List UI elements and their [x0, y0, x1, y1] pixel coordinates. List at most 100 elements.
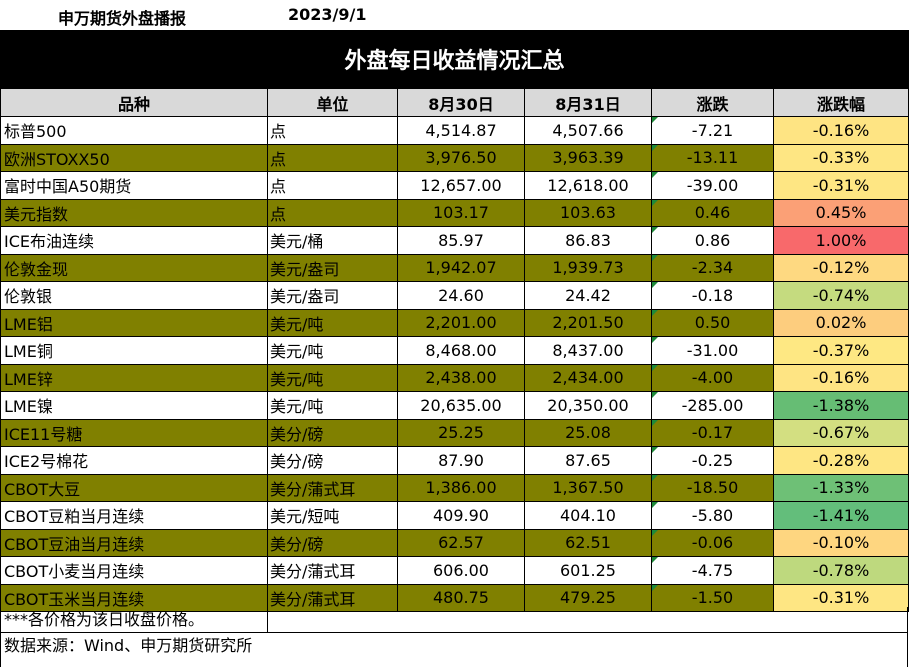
cell-aug31[interactable]: 601.25 — [524, 556, 652, 585]
cell-aug31[interactable]: 1,367.50 — [524, 473, 652, 502]
cell-product[interactable]: CBOT大豆 — [0, 473, 268, 502]
cell-product[interactable]: 伦敦金现 — [0, 253, 268, 282]
cell-product[interactable]: LME锌 — [0, 363, 268, 392]
cell-change-pct[interactable]: -0.31% — [773, 171, 909, 200]
cell-aug30[interactable]: 4,514.87 — [397, 116, 525, 145]
cell-aug30[interactable]: 480.75 — [397, 583, 525, 612]
cell-change-pct[interactable]: -0.74% — [773, 281, 909, 310]
cell-aug30[interactable]: 87.90 — [397, 446, 525, 475]
cell-change-pct[interactable]: 1.00% — [773, 226, 909, 255]
cell-change[interactable]: -39.00 — [651, 171, 774, 200]
cell-change[interactable]: -0.17 — [651, 418, 774, 447]
cell-aug31[interactable]: 1,939.73 — [524, 253, 652, 282]
table-row[interactable]: CBOT豆油当月连续 美分/磅 62.57 62.51 -0.06 -0.10% — [0, 528, 909, 557]
cell-aug30[interactable]: 409.90 — [397, 501, 525, 530]
column-header-aug30[interactable]: 8月30日 — [397, 88, 525, 117]
cell-aug30[interactable]: 2,201.00 — [397, 308, 525, 337]
cell-aug31[interactable]: 25.08 — [524, 418, 652, 447]
table-row[interactable]: CBOT大豆 美分/蒲式耳 1,386.00 1,367.50 -18.50 -1.33% — [0, 473, 909, 502]
cell-change[interactable]: -0.18 — [651, 281, 774, 310]
cell-change-pct[interactable]: -0.28% — [773, 446, 909, 475]
cell-aug31[interactable]: 12,618.00 — [524, 171, 652, 200]
cell-aug31[interactable]: 404.10 — [524, 501, 652, 530]
cell-change-pct[interactable]: -0.12% — [773, 253, 909, 282]
cell-aug31[interactable]: 24.42 — [524, 281, 652, 310]
cell-aug30[interactable]: 20,635.00 — [397, 391, 525, 420]
cell-aug30[interactable]: 1,942.07 — [397, 253, 525, 282]
cell-aug31[interactable]: 103.63 — [524, 198, 652, 227]
cell-change-pct[interactable]: -1.38% — [773, 391, 909, 420]
column-header-product[interactable]: 品种 — [0, 88, 268, 117]
cell-unit[interactable]: 点 — [267, 198, 398, 227]
cell-change[interactable]: -0.06 — [651, 528, 774, 557]
column-header-unit[interactable]: 单位 — [267, 88, 398, 117]
cell-aug30[interactable]: 85.97 — [397, 226, 525, 255]
cell-unit[interactable]: 美分/磅 — [267, 446, 398, 475]
cell-unit[interactable]: 点 — [267, 116, 398, 145]
cell-change[interactable]: -31.00 — [651, 336, 774, 365]
cell-product[interactable]: 富时中国A50期货 — [0, 171, 268, 200]
cell-product[interactable]: LME镍 — [0, 391, 268, 420]
cell-aug30[interactable]: 24.60 — [397, 281, 525, 310]
cell-aug31[interactable]: 62.51 — [524, 528, 652, 557]
cell-product[interactable]: ICE11号糖 — [0, 418, 268, 447]
table-row[interactable]: ICE布油连续 美元/桶 85.97 86.83 0.86 1.00% — [0, 226, 909, 255]
cell-unit[interactable]: 美分/磅 — [267, 418, 398, 447]
cell-change[interactable]: -0.25 — [651, 446, 774, 475]
cell-change-pct[interactable]: -0.67% — [773, 418, 909, 447]
cell-change-pct[interactable]: -0.16% — [773, 363, 909, 392]
cell-aug31[interactable]: 8,437.00 — [524, 336, 652, 365]
cell-change[interactable]: -1.50 — [651, 583, 774, 612]
cell-unit[interactable]: 美元/盎司 — [267, 281, 398, 310]
cell-change[interactable]: -4.00 — [651, 363, 774, 392]
cell-unit[interactable]: 美元/吨 — [267, 363, 398, 392]
cell-unit[interactable]: 美分/磅 — [267, 528, 398, 557]
table-row[interactable]: LME镍 美元/吨 20,635.00 20,350.00 -285.00 -1.38% — [0, 391, 909, 420]
cell-product[interactable]: LME铝 — [0, 308, 268, 337]
cell-aug31[interactable]: 87.65 — [524, 446, 652, 475]
table-row[interactable]: CBOT玉米当月连续 美分/蒲式耳 480.75 479.25 -1.50 -0.31% — [0, 583, 909, 612]
cell-aug31[interactable]: 2,434.00 — [524, 363, 652, 392]
cell-product[interactable]: CBOT玉米当月连续 — [0, 583, 268, 612]
cell-change-pct[interactable]: -0.31% — [773, 583, 909, 612]
cell-product[interactable]: 美元指数 — [0, 198, 268, 227]
cell-change-pct[interactable]: -0.33% — [773, 143, 909, 172]
table-row[interactable]: ICE11号糖 美分/磅 25.25 25.08 -0.17 -0.67% — [0, 418, 909, 447]
cell-product[interactable]: 伦敦银 — [0, 281, 268, 310]
cell-unit[interactable]: 美元/桶 — [267, 226, 398, 255]
table-row[interactable]: LME铜 美元/吨 8,468.00 8,437.00 -31.00 -0.37% — [0, 336, 909, 365]
cell-unit[interactable]: 点 — [267, 171, 398, 200]
table-row[interactable]: CBOT豆粕当月连续 美元/短吨 409.90 404.10 -5.80 -1.41% — [0, 501, 909, 530]
cell-unit[interactable]: 美元/吨 — [267, 391, 398, 420]
cell-product[interactable]: 欧洲STOXX50 — [0, 143, 268, 172]
table-row[interactable]: 伦敦银 美元/盎司 24.60 24.42 -0.18 -0.74% — [0, 281, 909, 310]
cell-change[interactable]: -13.11 — [651, 143, 774, 172]
cell-aug31[interactable]: 2,201.50 — [524, 308, 652, 337]
table-row[interactable]: ICE2号棉花 美分/磅 87.90 87.65 -0.25 -0.28% — [0, 446, 909, 475]
table-row[interactable]: 伦敦金现 美元/盎司 1,942.07 1,939.73 -2.34 -0.12% — [0, 253, 909, 282]
cell-unit[interactable]: 美元/短吨 — [267, 501, 398, 530]
cell-unit[interactable]: 点 — [267, 143, 398, 172]
cell-unit[interactable]: 美分/蒲式耳 — [267, 556, 398, 585]
cell-change-pct[interactable]: -0.16% — [773, 116, 909, 145]
cell-aug30[interactable]: 2,438.00 — [397, 363, 525, 392]
cell-unit[interactable]: 美分/蒲式耳 — [267, 473, 398, 502]
cell-change[interactable]: -18.50 — [651, 473, 774, 502]
cell-change[interactable]: 0.46 — [651, 198, 774, 227]
cell-change[interactable]: 0.50 — [651, 308, 774, 337]
cell-change[interactable]: -5.80 — [651, 501, 774, 530]
cell-product[interactable]: ICE2号棉花 — [0, 446, 268, 475]
cell-aug30[interactable]: 103.17 — [397, 198, 525, 227]
table-row[interactable]: LME锌 美元/吨 2,438.00 2,434.00 -4.00 -0.16% — [0, 363, 909, 392]
cell-aug31[interactable]: 4,507.66 — [524, 116, 652, 145]
cell-aug30[interactable]: 1,386.00 — [397, 473, 525, 502]
cell-product[interactable]: 标普500 — [0, 116, 268, 145]
cell-change-pct[interactable]: 0.45% — [773, 198, 909, 227]
cell-product[interactable]: CBOT豆粕当月连续 — [0, 501, 268, 530]
cell-aug30[interactable]: 12,657.00 — [397, 171, 525, 200]
column-header-change-pct[interactable]: 涨跌幅 — [773, 88, 909, 117]
cell-change-pct[interactable]: -0.78% — [773, 556, 909, 585]
column-header-aug31[interactable]: 8月31日 — [524, 88, 652, 117]
cell-aug30[interactable]: 8,468.00 — [397, 336, 525, 365]
cell-change-pct[interactable]: -0.10% — [773, 528, 909, 557]
